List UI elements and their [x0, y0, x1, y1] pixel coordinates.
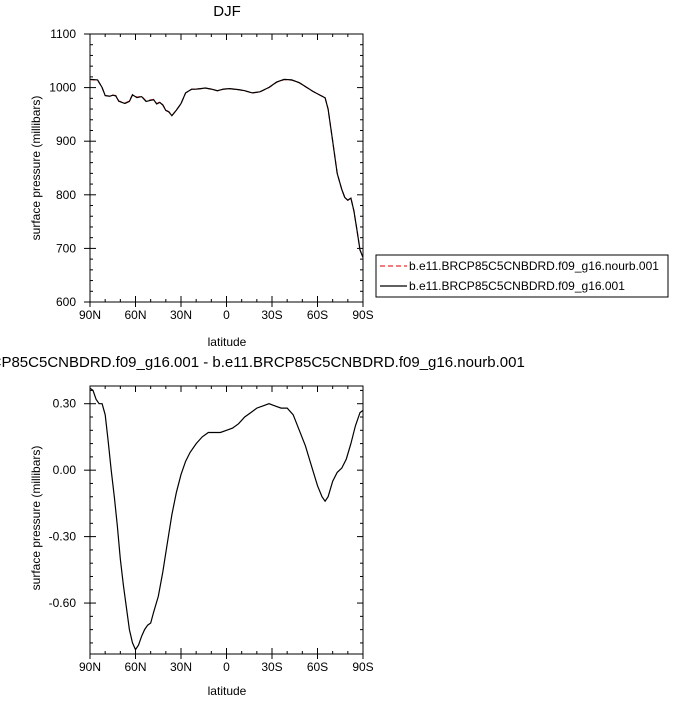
y-tick-label: 800	[56, 188, 76, 202]
top-axis-ticks	[84, 33, 364, 307]
top-series-lines	[89, 78, 364, 258]
top-x-axis-title: latitude	[208, 335, 247, 349]
y-tick-label: 0.00	[53, 463, 77, 477]
x-tick-label: 30S	[261, 308, 282, 322]
y-tick-label: 0.30	[53, 397, 77, 411]
x-tick-label: 30N	[170, 308, 192, 322]
x-tick-label: 90N	[79, 308, 101, 322]
y-tick-label: -0.30	[49, 530, 77, 544]
top-series-line-1	[89, 78, 364, 258]
x-tick-label: 30S	[261, 660, 282, 674]
top-plot-frame	[89, 33, 364, 303]
bottom-panel: b.e11.BRCP85C5CNBDRD.f09_g16.001 - b.e11…	[0, 354, 525, 698]
y-tick-label: 600	[56, 295, 76, 309]
bottom-series-lines	[89, 387, 364, 651]
top-x-tick-labels: 90N 60N 30N 0 30S 60S 90S	[79, 308, 374, 322]
x-tick-label: 60N	[124, 660, 146, 674]
bottom-series-line-1	[89, 387, 364, 651]
bottom-y-axis-title: surface pressure (millibars)	[29, 446, 43, 591]
top-y-axis-title: surface pressure (millibars)	[29, 96, 43, 241]
y-tick-label: 900	[56, 134, 76, 148]
x-tick-label: 90N	[79, 660, 101, 674]
top-series-line-2	[89, 78, 364, 258]
bottom-y-tick-labels: 0.30 0.00 -0.30 -0.60	[49, 397, 77, 610]
legend-box	[375, 254, 669, 298]
y-tick-label: -0.60	[49, 596, 77, 610]
x-tick-label: 0	[223, 660, 230, 674]
legend: b.e11.BRCP85C5CNBDRD.f09_g16.nourb.001 b…	[375, 254, 669, 298]
bottom-x-tick-labels: 90N 60N 30N 0 30S 60S 90S	[79, 660, 374, 674]
bottom-plot-frame	[89, 385, 364, 655]
x-tick-label: 0	[223, 308, 230, 322]
legend-label-series-2: b.e11.BRCP85C5CNBDRD.f09_g16.001	[409, 279, 625, 293]
y-tick-label: 1000	[49, 81, 76, 95]
top-chart-title: DJF	[213, 3, 241, 20]
top-panel: DJF 600 700 800 900 1000 1100 90N 60N 30N 0 30S 60…	[29, 3, 374, 349]
y-tick-label: 1100	[50, 27, 76, 41]
top-y-tick-labels: 600 700 800 900 1000 1100	[49, 27, 76, 309]
y-tick-label: 700	[56, 241, 76, 255]
bottom-x-axis-title: latitude	[208, 684, 247, 698]
x-tick-label: 90S	[352, 660, 373, 674]
x-tick-label: 60S	[307, 660, 328, 674]
x-tick-label: 90S	[352, 308, 373, 322]
legend-label-series-1: b.e11.BRCP85C5CNBDRD.f09_g16.nourb.001	[409, 259, 659, 273]
x-tick-label: 60S	[307, 308, 328, 322]
x-tick-label: 60N	[124, 308, 146, 322]
bottom-chart-title: b.e11.BRCP85C5CNBDRD.f09_g16.001 - b.e11…	[0, 354, 525, 371]
x-tick-label: 30N	[170, 660, 192, 674]
bottom-axis-ticks	[84, 386, 364, 659]
